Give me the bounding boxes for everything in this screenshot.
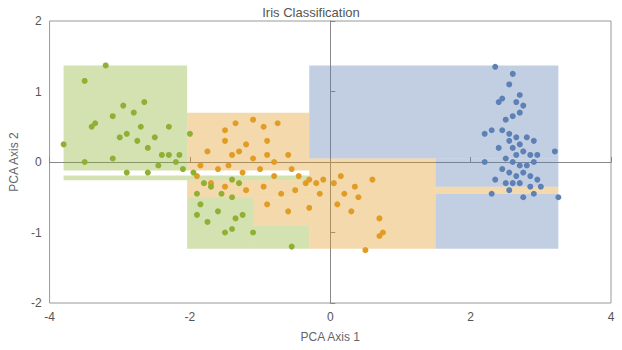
svg-text:4: 4 <box>608 310 615 324</box>
svg-text:-4: -4 <box>44 310 55 324</box>
svg-text:PCA Axis 1: PCA Axis 1 <box>301 330 361 344</box>
svg-text:-1: -1 <box>31 226 42 240</box>
svg-text:-2: -2 <box>185 310 196 324</box>
svg-text:2: 2 <box>467 310 474 324</box>
svg-text:PCA Axis 2: PCA Axis 2 <box>7 132 21 192</box>
svg-text:0: 0 <box>35 155 42 169</box>
svg-text:2: 2 <box>35 14 42 28</box>
svg-text:1: 1 <box>35 85 42 99</box>
svg-text:-2: -2 <box>31 296 42 310</box>
svg-text:0: 0 <box>327 310 334 324</box>
svg-text:Iris Classification: Iris Classification <box>262 5 360 20</box>
